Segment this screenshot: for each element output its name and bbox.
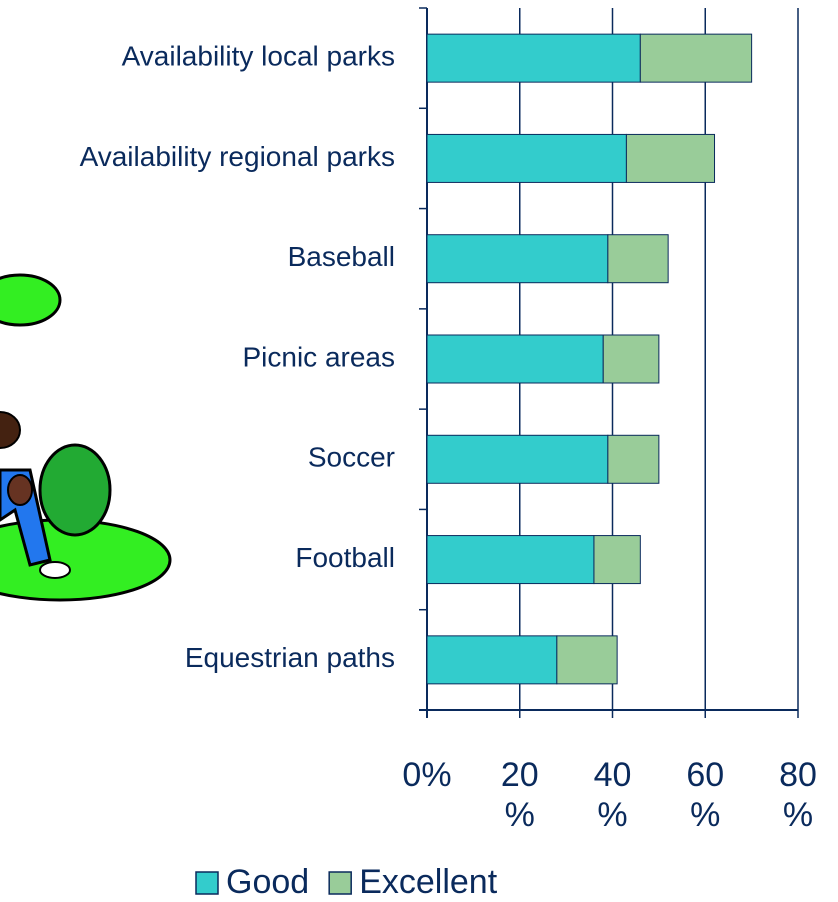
bar-segment xyxy=(639,33,753,83)
bar-segment xyxy=(607,234,669,284)
bar-segment xyxy=(602,334,660,384)
x-tick-label: 80 % xyxy=(779,756,817,834)
bar-segment xyxy=(556,635,618,685)
x-tick-label: 60 % xyxy=(686,756,725,834)
legend-label: Good xyxy=(226,863,309,901)
legend-label: Excellent xyxy=(359,863,498,901)
y-tick-label: Soccer xyxy=(308,442,395,473)
legend-swatch xyxy=(328,871,352,895)
bar-segment xyxy=(593,535,641,585)
bar-segment xyxy=(426,234,609,284)
x-tick-label: 0% xyxy=(402,756,452,794)
clip-art xyxy=(0,273,172,602)
y-tick-label: Availability local parks xyxy=(122,41,395,72)
x-tick-label: 40 % xyxy=(593,756,632,834)
bar-segment xyxy=(426,133,627,183)
x-tick-label: 20 % xyxy=(500,756,539,834)
bar-segment xyxy=(426,635,558,685)
bar-segment xyxy=(607,434,660,484)
bar-segment xyxy=(426,434,609,484)
bar-segment xyxy=(426,33,641,83)
bar-segment xyxy=(625,133,716,183)
bar-segment xyxy=(426,535,595,585)
y-tick-label: Availability regional parks xyxy=(80,141,395,172)
y-tick-label: Baseball xyxy=(288,241,395,272)
y-tick-label: Football xyxy=(295,542,395,573)
y-tick-label: Equestrian paths xyxy=(185,642,395,673)
bar-segment xyxy=(426,334,604,384)
legend-swatch xyxy=(195,871,219,895)
y-tick-label: Picnic areas xyxy=(242,341,395,372)
